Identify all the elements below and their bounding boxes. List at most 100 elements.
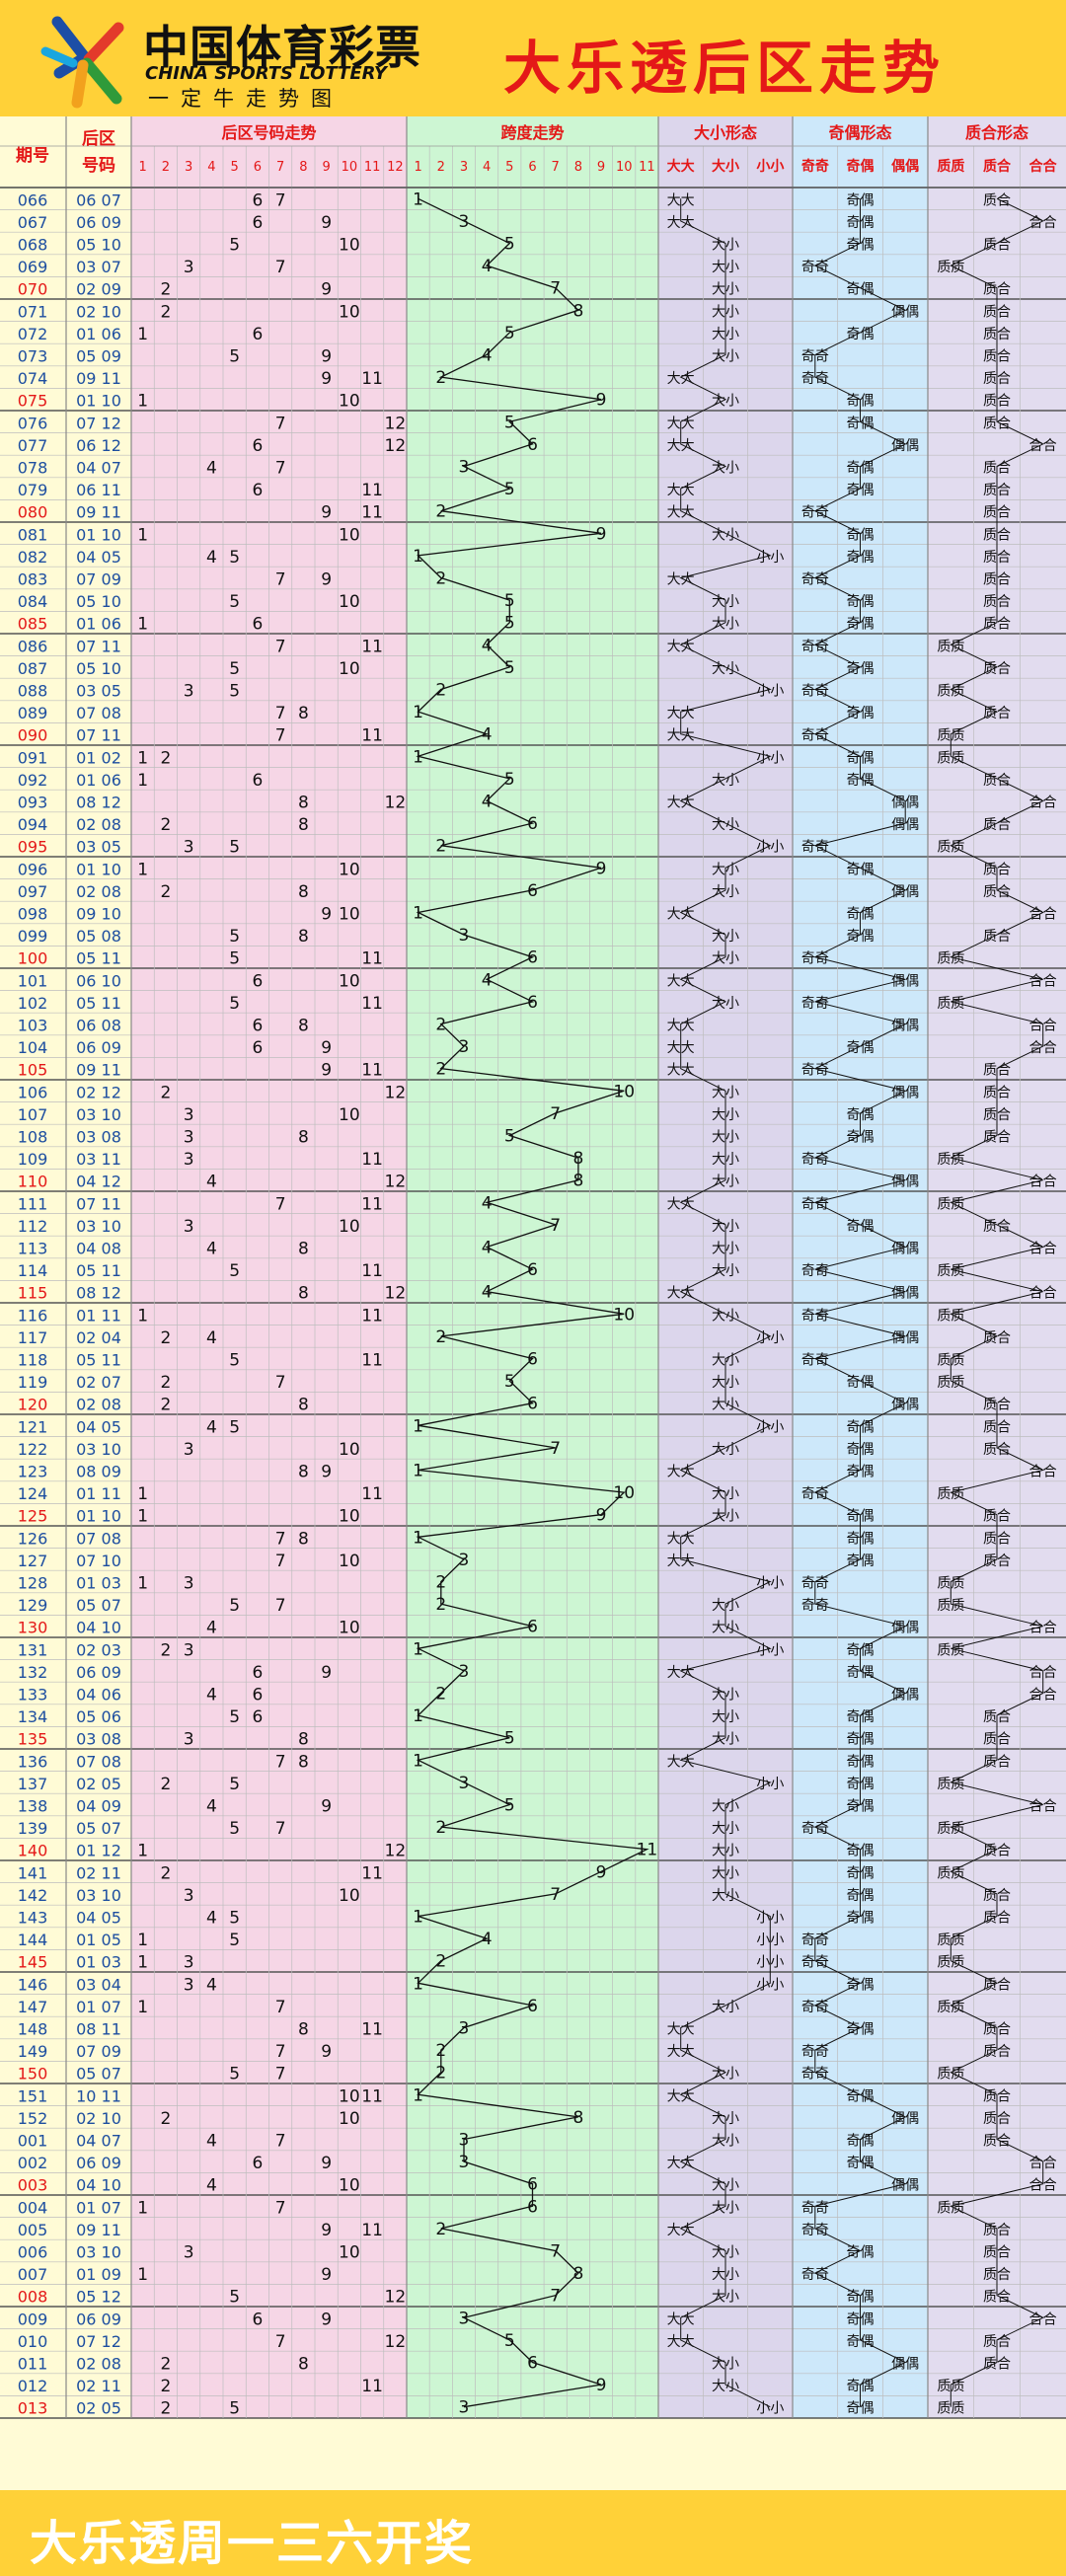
parity-value: 偶偶 (891, 2111, 919, 2127)
size-value: 小小 (756, 684, 784, 700)
size-value: 小小 (756, 550, 784, 566)
span-value: 4 (482, 1930, 493, 1949)
issue-number: 101 (18, 971, 48, 990)
parity-value: 奇奇 (801, 683, 829, 700)
trend-number: 1 (137, 1998, 148, 2017)
brand-name: 中国体育彩票 (143, 21, 421, 74)
span-value: 8 (572, 1149, 583, 1169)
span-value: 3 (459, 212, 470, 232)
issue-number: 131 (18, 1640, 48, 1659)
size-value: 小小 (756, 1777, 784, 1792)
prime-value: 质合 (983, 2245, 1011, 2261)
issue-number: 067 (18, 213, 48, 232)
trend-number: 11 (361, 1261, 383, 1281)
size-value: 大小 (712, 1174, 739, 1190)
size-value: 大小 (712, 260, 739, 275)
prime-value: 质合 (983, 2088, 1011, 2104)
trend-number: 7 (275, 2332, 286, 2352)
trend-number: 7 (275, 414, 286, 433)
trend-number: 7 (275, 1596, 286, 1616)
prime-value: 质质 (937, 1263, 964, 1279)
trend-number: 10 (339, 1886, 360, 1906)
parity-value: 奇偶 (847, 1887, 875, 1904)
issue-number: 142 (18, 1886, 48, 1905)
issue-number: 069 (18, 258, 48, 276)
size-value: 大大 (667, 796, 695, 811)
size-value: 小小 (756, 840, 784, 856)
prime-value: 质质 (937, 840, 964, 856)
trend-number: 2 (160, 1640, 171, 1660)
prime-value: 质合 (983, 192, 1011, 208)
parity-value: 奇偶 (847, 2378, 875, 2394)
issue-number: 145 (18, 1953, 48, 1972)
span-value: 8 (572, 2108, 583, 2128)
span-value: 4 (482, 636, 493, 655)
trend-number: 12 (385, 436, 407, 456)
parity-value: 奇奇 (801, 1485, 829, 1502)
span-value: 2 (435, 502, 446, 522)
issue-number: 144 (18, 1931, 48, 1949)
back-numbers: 02 08 (76, 2355, 121, 2374)
back-numbers: 06 09 (76, 2310, 121, 2328)
prime-value: 质合 (983, 1419, 1011, 1435)
subheader-trend: 5 (230, 160, 238, 175)
issue-number: 079 (18, 481, 48, 499)
issue-number: 088 (18, 682, 48, 701)
subheader-span: 5 (505, 160, 513, 175)
issue-number: 149 (18, 2042, 48, 2061)
trend-number: 5 (229, 1351, 240, 1371)
span-value: 3 (459, 458, 470, 478)
back-numbers: 02 08 (76, 882, 121, 901)
issue-number: 077 (18, 436, 48, 455)
size-value: 大小 (712, 1732, 739, 1748)
trend-number: 1 (137, 525, 148, 545)
span-value: 1 (413, 2085, 423, 2105)
size-value: 大小 (712, 527, 739, 543)
subheader-trend: 11 (364, 160, 381, 175)
prime-value: 质质 (937, 1777, 964, 1792)
span-value: 5 (504, 1127, 515, 1147)
trend-number: 6 (252, 1707, 263, 1727)
size-value: 大小 (712, 773, 739, 789)
size-value: 大大 (667, 505, 695, 521)
prime-value: 质合 (983, 461, 1011, 477)
parity-value: 奇偶 (847, 1530, 875, 1547)
span-line (416, 197, 649, 2408)
parity-value: 奇偶 (847, 1106, 875, 1123)
trend-number: 5 (229, 2288, 240, 2308)
trend-number: 11 (361, 994, 383, 1014)
parity-value: 偶偶 (891, 1174, 919, 1190)
span-value: 6 (527, 1997, 538, 2016)
parity-value: 奇偶 (847, 1553, 875, 1569)
trend-number: 5 (229, 1775, 240, 1794)
back-numbers: 08 11 (76, 2020, 121, 2039)
issue-number: 122 (18, 1440, 48, 1459)
back-numbers: 03 07 (76, 258, 121, 276)
back-numbers: 02 10 (76, 302, 121, 321)
issue-number: 126 (18, 1529, 48, 1548)
prime-value: 质质 (937, 1576, 964, 1592)
column-header-parity: 奇偶形态 (828, 123, 891, 142)
back-numbers: 03 08 (76, 1128, 121, 1147)
issue-number: 139 (18, 1819, 48, 1838)
back-numbers: 04 10 (76, 2176, 121, 2195)
span-value: 1 (413, 703, 423, 722)
trend-number: 1 (137, 615, 148, 635)
span-value: 6 (527, 814, 538, 834)
back-numbers: 03 08 (76, 1730, 121, 1749)
trend-number: 9 (321, 503, 332, 523)
span-value: 2 (435, 1818, 446, 1838)
prime-value: 质合 (983, 2022, 1011, 2038)
trend-number: 6 (252, 325, 263, 344)
issue-number: 136 (18, 1752, 48, 1771)
span-value: 7 (550, 1439, 561, 1459)
back-numbers: 04 07 (76, 2132, 121, 2151)
prime-value: 合合 (1029, 215, 1057, 231)
trend-number: 3 (184, 1886, 194, 1906)
trend-number: 8 (298, 882, 309, 902)
back-numbers: 02 05 (76, 1775, 121, 1793)
size-value: 大小 (712, 2178, 739, 2194)
size-value: 大小 (712, 1107, 739, 1123)
trend-number: 8 (298, 1463, 309, 1482)
subheader-parity: 偶偶 (891, 158, 919, 175)
